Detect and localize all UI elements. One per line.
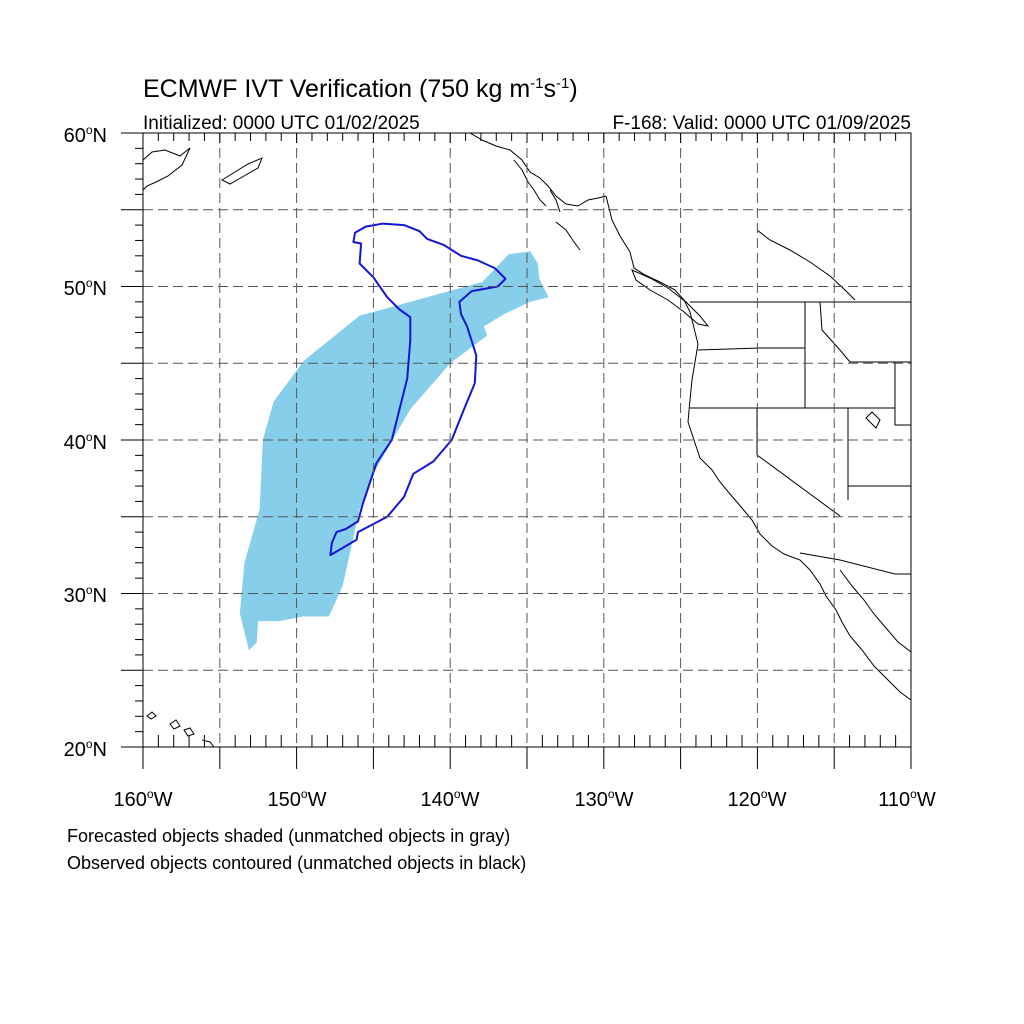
bc-coast — [605, 195, 699, 345]
lon-label-150w: 150oW — [268, 787, 327, 811]
great-salt-lake — [865, 411, 881, 429]
latitude-labels: 60oN 50oN 40oN 30oN 20oN — [64, 123, 107, 761]
alaska-coastline — [143, 147, 191, 191]
lon-label-140w: 140oW — [421, 787, 480, 811]
ca-nv-border — [756, 408, 841, 517]
mexico-border — [799, 552, 911, 575]
axis-ticks — [121, 132, 912, 769]
canada-rockies-border — [756, 229, 856, 301]
lat-label-20: 20oN — [64, 737, 107, 761]
panhandle-islands — [513, 159, 581, 251]
longitude-labels: 160oW 150oW 140oW 130oW 120oW 110oW — [114, 787, 936, 811]
initialized-label: Initialized: 0000 UTC 01/02/2025 — [143, 113, 420, 134]
lat-label-50: 50oN — [64, 276, 107, 300]
map-title: ECMWF IVT Verification (750 kg m-1s-1) — [143, 75, 578, 103]
lat-label-60: 60oN — [64, 123, 107, 147]
alaska-coastline-2 — [220, 157, 263, 185]
observed-object-contour — [329, 222, 507, 557]
gulf-of-california — [839, 569, 911, 653]
baja-coast — [835, 609, 911, 701]
observed-note: Observed objects contoured (unmatched ob… — [67, 853, 526, 873]
wa-or-border — [697, 347, 805, 351]
lon-label-120w: 120oW — [728, 787, 787, 811]
graticule-lines — [143, 133, 911, 747]
ut-wy-border — [894, 362, 911, 426]
lon-label-160w: 160oW — [114, 787, 173, 811]
forecast-object-shaded — [239, 251, 549, 651]
coastlines — [143, 133, 911, 747]
valid-label: F-168: Valid: 0000 UTC 01/09/2025 — [612, 113, 911, 134]
montana-border — [819, 301, 911, 363]
hawaii-islands — [146, 711, 215, 747]
alaska-panhandle — [469, 133, 607, 207]
vancouver-island — [631, 269, 710, 327]
us-west-coast — [687, 343, 837, 611]
lon-label-110w: 110oW — [878, 787, 936, 811]
lat-label-40: 40oN — [64, 430, 107, 454]
lon-label-130w: 130oW — [575, 787, 634, 811]
lat-label-30: 30oN — [64, 583, 107, 607]
forecast-note: Forecasted objects shaded (unmatched obj… — [67, 826, 510, 846]
